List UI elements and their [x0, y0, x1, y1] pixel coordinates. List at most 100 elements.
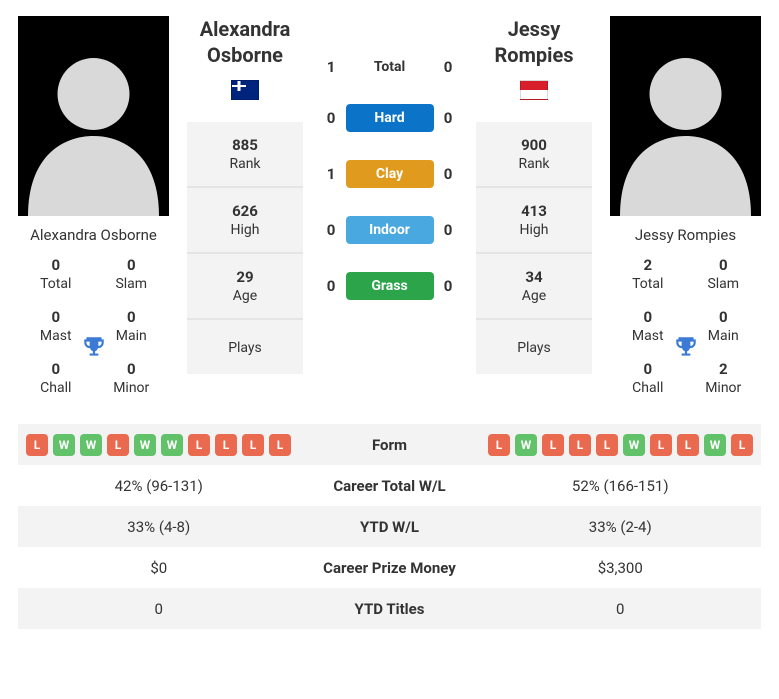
comparison-table: LWWLWWLLLL Form LWLLLWLLWL 42% (96-131)C…: [18, 424, 761, 629]
form-win-chip: W: [134, 434, 156, 456]
p2-main-val: 0: [686, 308, 762, 326]
form-win-chip: W: [53, 434, 75, 456]
player1-heading: Alexandra Osborne: [187, 16, 303, 74]
flag-idn-icon: [520, 80, 548, 100]
player1-flag: [187, 80, 303, 104]
form-win-chip: W: [161, 434, 183, 456]
p2-rank-box: 900Rank: [476, 122, 592, 188]
form-loss-chip: L: [107, 434, 129, 456]
p1-plays-box: Plays: [187, 320, 303, 374]
p1-slam-val: 0: [94, 256, 170, 274]
p1-slam-lbl: Slam: [94, 276, 170, 292]
h2h-col: 1 Total 0 0 Hard 0 1 Clay 0 0 Indoor 0 0…: [321, 16, 458, 328]
row-label: YTD W/L: [300, 518, 480, 536]
h2h-p1-indoor: 0: [321, 221, 341, 239]
h2h-grass-row: 0 Grass 0: [321, 272, 458, 300]
p1-high-box: 626High: [187, 188, 303, 254]
p1-age-box: 29Age: [187, 254, 303, 320]
p1-rank-box: 885Rank: [187, 122, 303, 188]
form-loss-chip: L: [242, 434, 264, 456]
form-loss-chip: L: [650, 434, 672, 456]
p1-total-val: 0: [18, 256, 94, 274]
form-loss-chip: L: [677, 434, 699, 456]
p2-chall-lbl: Chall: [610, 380, 686, 396]
form-loss-chip: L: [569, 434, 591, 456]
table-row: $0Career Prize Money$3,300: [18, 547, 761, 588]
form-win-chip: W: [623, 434, 645, 456]
player1-card: Alexandra Osborne 0Total 0Slam 0Mast 0Ma…: [18, 16, 169, 396]
h2h-p1-total: 1: [321, 58, 341, 76]
form-loss-chip: L: [542, 434, 564, 456]
grass-pill[interactable]: Grass: [346, 272, 434, 300]
flag-aus-icon: [231, 80, 259, 100]
form-label: Form: [300, 436, 480, 454]
table-row: 42% (96-131)Career Total W/L52% (166-151…: [18, 465, 761, 506]
row-label: YTD Titles: [300, 600, 480, 618]
p1-value: 42% (96-131): [18, 477, 300, 495]
table-row: 0YTD Titles0: [18, 588, 761, 629]
form-loss-chip: L: [731, 434, 753, 456]
h2h-p2-clay: 0: [438, 165, 458, 183]
row-label: Career Total W/L: [300, 477, 480, 495]
p2-slam-lbl: Slam: [686, 276, 762, 292]
h2h-clay-row: 1 Clay 0: [321, 160, 458, 188]
p2-age-box: 34Age: [476, 254, 592, 320]
p2-minor-lbl: Minor: [686, 380, 762, 396]
p2-form: LWLLLWLLWL: [480, 434, 762, 456]
p1-chall-lbl: Chall: [18, 380, 94, 396]
h2h-p1-clay: 1: [321, 165, 341, 183]
p1-form: LWWLWWLLLL: [18, 434, 300, 456]
h2h-total-label: Total: [341, 59, 438, 75]
form-loss-chip: L: [488, 434, 510, 456]
p1-mast-val: 0: [18, 308, 94, 326]
h2h-p1-hard: 0: [321, 109, 341, 127]
player2-stats-col: Jessy Rompies 900Rank 413High 34Age Play…: [476, 16, 592, 374]
form-win-chip: W: [80, 434, 102, 456]
indoor-pill[interactable]: Indoor: [346, 216, 434, 244]
trophy-icon: [673, 334, 699, 364]
hard-pill[interactable]: Hard: [346, 104, 434, 132]
player1-name: Alexandra Osborne: [18, 216, 169, 256]
p2-mast-val: 0: [610, 308, 686, 326]
h2h-p2-hard: 0: [438, 109, 458, 127]
p1-value: $0: [18, 559, 300, 577]
p2-total-val: 2: [610, 256, 686, 274]
h2h-p1-grass: 0: [321, 277, 341, 295]
form-loss-chip: L: [188, 434, 210, 456]
clay-pill[interactable]: Clay: [346, 160, 434, 188]
p2-value: $3,300: [480, 559, 762, 577]
p2-value: 52% (166-151): [480, 477, 762, 495]
player2-card: Jessy Rompies 2Total 0Slam 0Mast 0Main 0…: [610, 16, 761, 396]
player2-avatar: [610, 16, 761, 216]
p2-high-box: 413High: [476, 188, 592, 254]
player1-avatar: [18, 16, 169, 216]
player2-flag: [476, 80, 592, 104]
player1-stats-col: Alexandra Osborne 885Rank 626High 29Age …: [187, 16, 303, 374]
h2h-total-row: 1 Total 0: [321, 58, 458, 76]
trophy-icon: [81, 334, 107, 364]
form-row: LWWLWWLLLL Form LWLLLWLLWL: [18, 424, 761, 465]
player2-name: Jessy Rompies: [610, 216, 761, 256]
table-row: 33% (4-8)YTD W/L33% (2-4): [18, 506, 761, 547]
form-win-chip: W: [704, 434, 726, 456]
h2h-p2-indoor: 0: [438, 221, 458, 239]
form-loss-chip: L: [596, 434, 618, 456]
player2-titles-grid: 2Total 0Slam 0Mast 0Main 0Chall 2Minor: [610, 256, 761, 396]
h2h-p2-total: 0: [438, 58, 458, 76]
p1-value: 33% (4-8): [18, 518, 300, 536]
row-label: Career Prize Money: [300, 559, 480, 577]
player1-titles-grid: 0Total 0Slam 0Mast 0Main 0Chall 0Minor: [18, 256, 169, 396]
p1-main-val: 0: [94, 308, 170, 326]
p1-total-lbl: Total: [18, 276, 94, 292]
h2h-p2-grass: 0: [438, 277, 458, 295]
h2h-indoor-row: 0 Indoor 0: [321, 216, 458, 244]
player2-heading: Jessy Rompies: [476, 16, 592, 74]
p2-total-lbl: Total: [610, 276, 686, 292]
h2h-hard-row: 0 Hard 0: [321, 104, 458, 132]
form-loss-chip: L: [26, 434, 48, 456]
p2-value: 0: [480, 600, 762, 618]
p2-plays-box: Plays: [476, 320, 592, 374]
p1-value: 0: [18, 600, 300, 618]
form-loss-chip: L: [269, 434, 291, 456]
form-win-chip: W: [515, 434, 537, 456]
